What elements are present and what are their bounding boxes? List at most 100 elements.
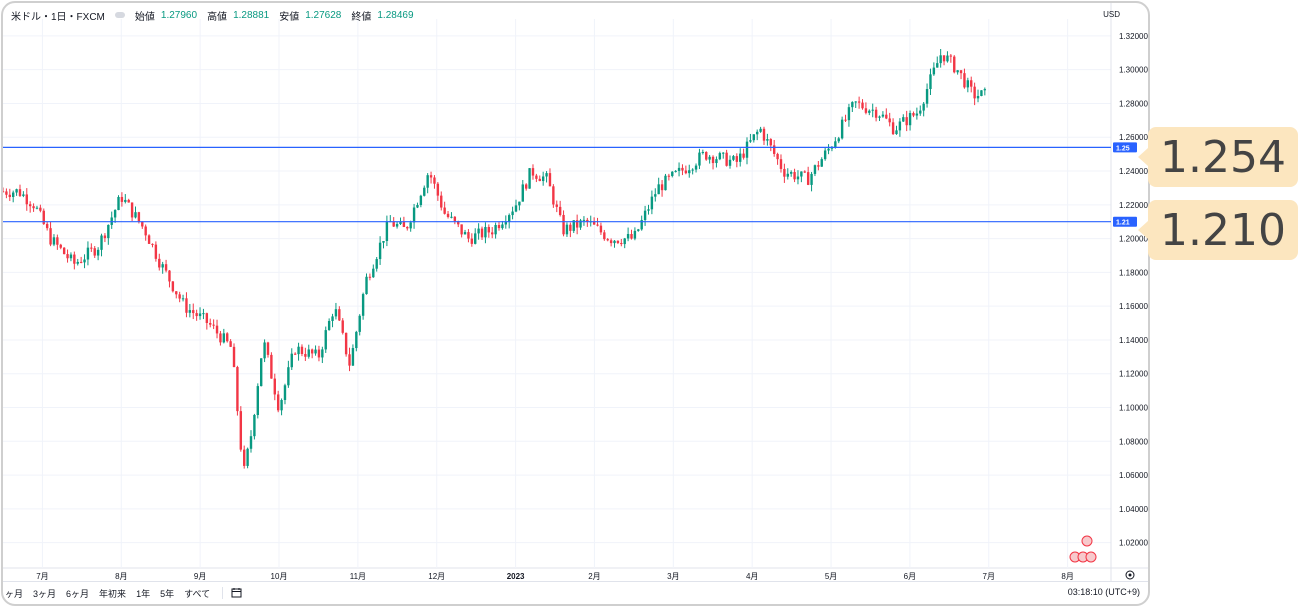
candle-body [626, 234, 630, 239]
candle-body [538, 178, 541, 182]
range-all-button[interactable]: すべて [184, 588, 211, 599]
candle-body [555, 204, 558, 207]
candle-body [107, 224, 110, 239]
candle-body [321, 349, 324, 358]
x-tick-label: 7月 [983, 572, 995, 581]
candle-body [861, 102, 864, 109]
range-6m-button[interactable]: 6ヶ月 [66, 588, 90, 599]
candle-body [79, 261, 83, 263]
candle-body [474, 233, 477, 244]
candle-body [120, 196, 124, 202]
candle-body [280, 400, 283, 411]
range-3m-button[interactable]: 3ヶ月 [33, 588, 57, 599]
candle-body [762, 128, 766, 141]
candle-body [62, 247, 66, 255]
candle-body [304, 353, 307, 357]
candle-body [654, 194, 657, 197]
candle-body [49, 228, 52, 245]
candle-body [501, 224, 504, 229]
clock-readout[interactable]: 03:18:10 (UTC+9) [1067, 587, 1140, 597]
candle-body [817, 165, 820, 167]
candle-body [412, 207, 416, 223]
candle-body [925, 89, 929, 104]
candle-body [640, 220, 643, 230]
range-ytd-button[interactable]: 年初来 [99, 588, 127, 599]
candle-body [885, 114, 888, 119]
candle-body [562, 214, 565, 235]
candle-body [117, 196, 120, 211]
candle-body [596, 224, 599, 226]
candle-body [772, 145, 776, 154]
candle-body [266, 342, 270, 355]
range-1m-button[interactable]: ヶ月 [5, 588, 24, 599]
candle-body [497, 225, 501, 229]
open-label: 始値 [134, 11, 155, 23]
candle-body [834, 141, 837, 148]
candle-body [243, 449, 246, 466]
candle-body [776, 153, 779, 160]
candle-body [949, 55, 953, 57]
candle-body [395, 224, 399, 227]
candle-body [324, 330, 327, 350]
high-label: 高値 [207, 11, 228, 23]
status-dot-icon [114, 12, 125, 18]
candle-body [178, 294, 181, 299]
range-1y-button[interactable]: 1年 [136, 588, 151, 599]
candle-body [270, 354, 273, 379]
bottom-toolbar: ヶ月 3ヶ月 6ヶ月 年初来 1年 5年 すべて 03:18:10 (UTC+9… [3, 581, 1148, 604]
candle-body [42, 210, 45, 224]
candle-body [470, 238, 474, 244]
candle-body [69, 254, 73, 259]
candle-body [854, 101, 857, 103]
candle-body [637, 229, 640, 231]
candle-body [3, 191, 5, 193]
candle-body [844, 119, 847, 121]
candle-body [59, 244, 62, 248]
low-label: 安値 [279, 11, 300, 23]
candle-body [575, 220, 579, 228]
candle-body [929, 74, 932, 90]
range-5y-button[interactable]: 5年 [160, 588, 175, 599]
candle-body [334, 309, 338, 317]
candle-body [688, 170, 691, 174]
y-tick-label: 1.06000 [1119, 471, 1148, 480]
candle-body [440, 195, 443, 208]
candle-body [874, 109, 878, 118]
settings-gear-icon[interactable] [1125, 570, 1135, 580]
candle-body [507, 215, 511, 223]
currency-label[interactable]: USD [1103, 10, 1120, 19]
x-tick-label: 8月 [1061, 572, 1073, 581]
candle-body [423, 187, 426, 196]
event-flag-icon[interactable] [1069, 535, 1097, 563]
x-tick-label: 10月 [271, 572, 288, 581]
candle-body [586, 219, 589, 222]
candle-body [273, 378, 276, 395]
candle-body [463, 232, 467, 235]
candle-body [660, 184, 664, 191]
symbol-title[interactable]: 米ドル・1日・FXCM [11, 11, 105, 23]
candle-body [175, 291, 178, 295]
candle-body [232, 346, 236, 368]
candle-body [657, 184, 660, 195]
candle-body [39, 207, 42, 211]
candle-body [443, 207, 446, 214]
x-tick-label: 9月 [194, 572, 206, 581]
candle-body [52, 237, 56, 245]
candle-body [477, 228, 480, 234]
candle-body [222, 333, 226, 343]
candle-body [66, 254, 69, 259]
candle-body [103, 235, 107, 239]
candle-body [722, 152, 725, 154]
candle-body [613, 240, 616, 244]
candle-body [630, 234, 633, 239]
candle-body [820, 159, 823, 167]
y-tick-label: 1.14000 [1119, 336, 1148, 345]
candle-body [130, 202, 134, 218]
candle-body [113, 210, 117, 218]
candle-body [701, 152, 705, 154]
calendar-range-icon[interactable] [231, 587, 243, 599]
candle-body [973, 86, 976, 99]
candle-body [436, 183, 440, 196]
candle-body [939, 55, 942, 64]
price-chart[interactable]: 1.25 1.21 1.32000 1.30000 1.28000 1.26000 1.2… [3, 3, 1148, 581]
